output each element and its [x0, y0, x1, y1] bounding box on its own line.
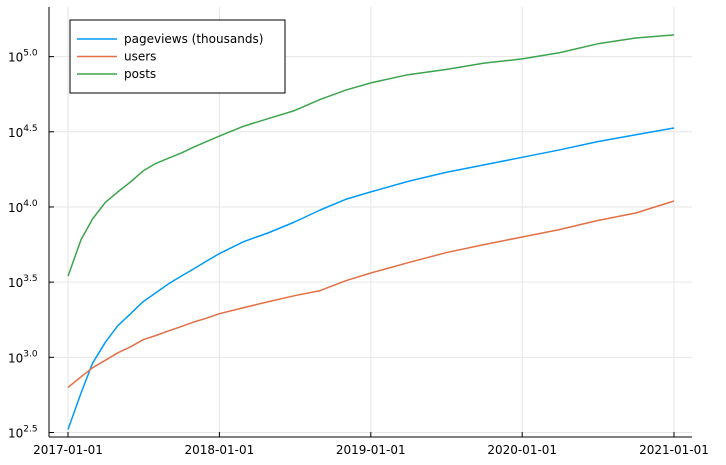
- legend-label: users: [124, 50, 156, 64]
- x-tick-label: 2021-01-01: [639, 443, 709, 457]
- series-line-pageviews: [67, 127, 675, 430]
- y-tick-label: 103.5: [8, 274, 38, 290]
- y-tick-exponent: 5.0: [23, 49, 38, 59]
- y-tick-base: 10: [8, 276, 23, 290]
- x-tick-label: 2020-01-01: [487, 443, 557, 457]
- y-tick-label: 104.5: [8, 124, 38, 140]
- y-tick-base: 10: [8, 126, 23, 140]
- y-tick-exponent: 3.5: [23, 274, 37, 284]
- y-tick-exponent: 4.5: [23, 124, 37, 134]
- y-tick-exponent: 3.0: [23, 349, 38, 359]
- y-tick-base: 10: [8, 426, 23, 440]
- legend-label: pageviews (thousands): [124, 32, 263, 46]
- y-tick-base: 10: [8, 201, 23, 215]
- series-line-posts: [67, 34, 675, 277]
- y-tick-base: 10: [8, 51, 23, 65]
- y-tick-label: 103.0: [8, 349, 38, 365]
- series: [67, 34, 675, 430]
- series-line-users: [67, 200, 675, 388]
- y-tick-exponent: 2.5: [23, 424, 37, 434]
- grid: [49, 7, 692, 437]
- y-tick-exponent: 4.0: [23, 199, 38, 209]
- legend: pageviews (thousands) users posts: [69, 19, 286, 94]
- y-tick-label: 102.5: [8, 424, 38, 440]
- y-tick-label: 105.0: [8, 49, 38, 65]
- x-tick-label: 2019-01-01: [336, 443, 406, 457]
- ticks: 2017-01-01 2018-01-01 2019-01-01 2020-01-01…: [8, 49, 709, 457]
- y-tick-base: 10: [8, 351, 23, 365]
- legend-label: posts: [124, 67, 156, 81]
- x-tick-label: 2018-01-01: [185, 443, 255, 457]
- x-tick-label: 2017-01-01: [33, 443, 103, 457]
- y-tick-label: 104.0: [8, 199, 38, 215]
